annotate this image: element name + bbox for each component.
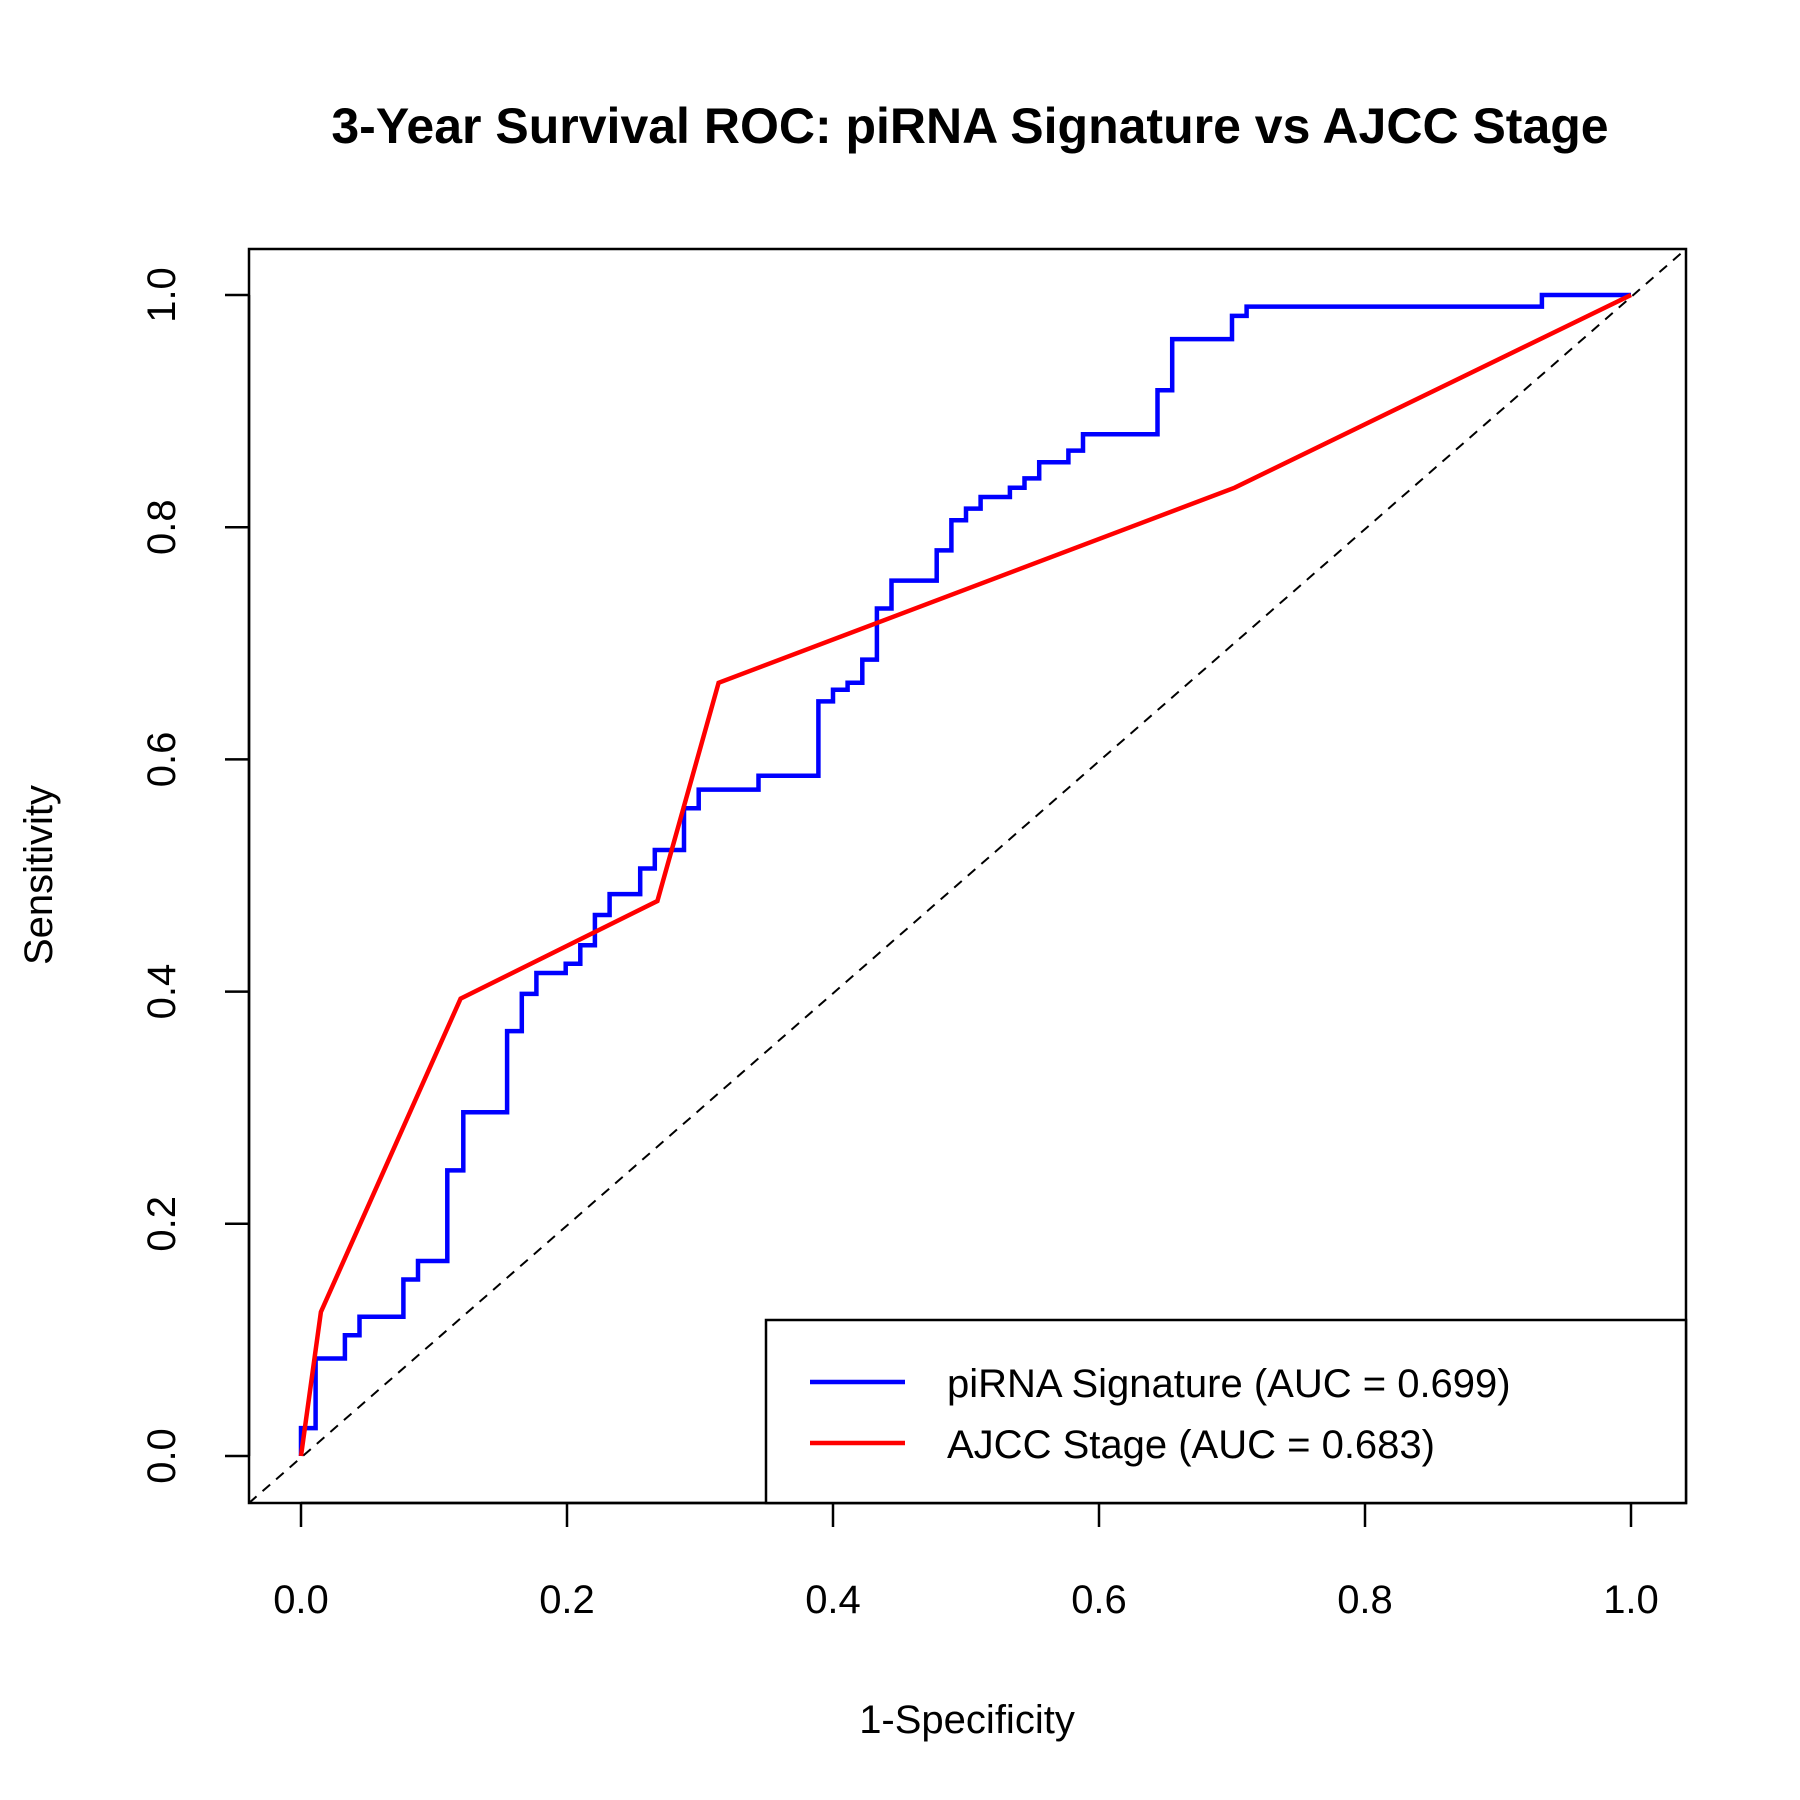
legend-label-pirna: piRNA Signature (AUC = 0.699) bbox=[947, 1362, 1511, 1406]
x-tick-label-1: 0.2 bbox=[539, 1578, 595, 1622]
y-tick-label-0: 0.0 bbox=[140, 1428, 184, 1484]
y-tick-label-2: 0.4 bbox=[140, 964, 184, 1020]
x-tick-label-2: 0.4 bbox=[805, 1578, 861, 1622]
series-layer bbox=[298, 292, 1632, 1457]
series-line-1 bbox=[298, 292, 1632, 1457]
y-tick-label-3: 0.6 bbox=[140, 732, 184, 788]
y-tick-label-1: 0.2 bbox=[140, 1196, 184, 1252]
chart-title: 3-Year Survival ROC: piRNA Signature vs … bbox=[331, 98, 1608, 154]
x-axis: 0.0 0.2 0.4 0.6 0.8 1.0 bbox=[273, 1501, 1659, 1622]
legend-box bbox=[764, 1318, 1688, 1505]
x-tick-label-3: 0.6 bbox=[1071, 1578, 1127, 1622]
x-axis-label: 1-Specificity bbox=[859, 1698, 1075, 1742]
y-axis-label: Sensitivity bbox=[17, 785, 61, 965]
legend-label-ajcc: AJCC Stage (AUC = 0.683) bbox=[947, 1423, 1435, 1467]
y-tick-label-4: 0.8 bbox=[140, 499, 184, 555]
legend: piRNA Signature (AUC = 0.699) AJCC Stage… bbox=[764, 1318, 1688, 1505]
reference-diagonal bbox=[248, 248, 1687, 1504]
series-line-0 bbox=[298, 292, 1631, 1456]
x-tick-label-4: 0.8 bbox=[1337, 1578, 1393, 1622]
x-tick-label-0: 0.0 bbox=[273, 1578, 329, 1622]
y-axis: 0.0 0.2 0.4 0.6 0.8 1.0 bbox=[140, 267, 251, 1484]
y-tick-label-5: 1.0 bbox=[140, 267, 184, 323]
x-tick-label-5: 1.0 bbox=[1603, 1578, 1659, 1622]
